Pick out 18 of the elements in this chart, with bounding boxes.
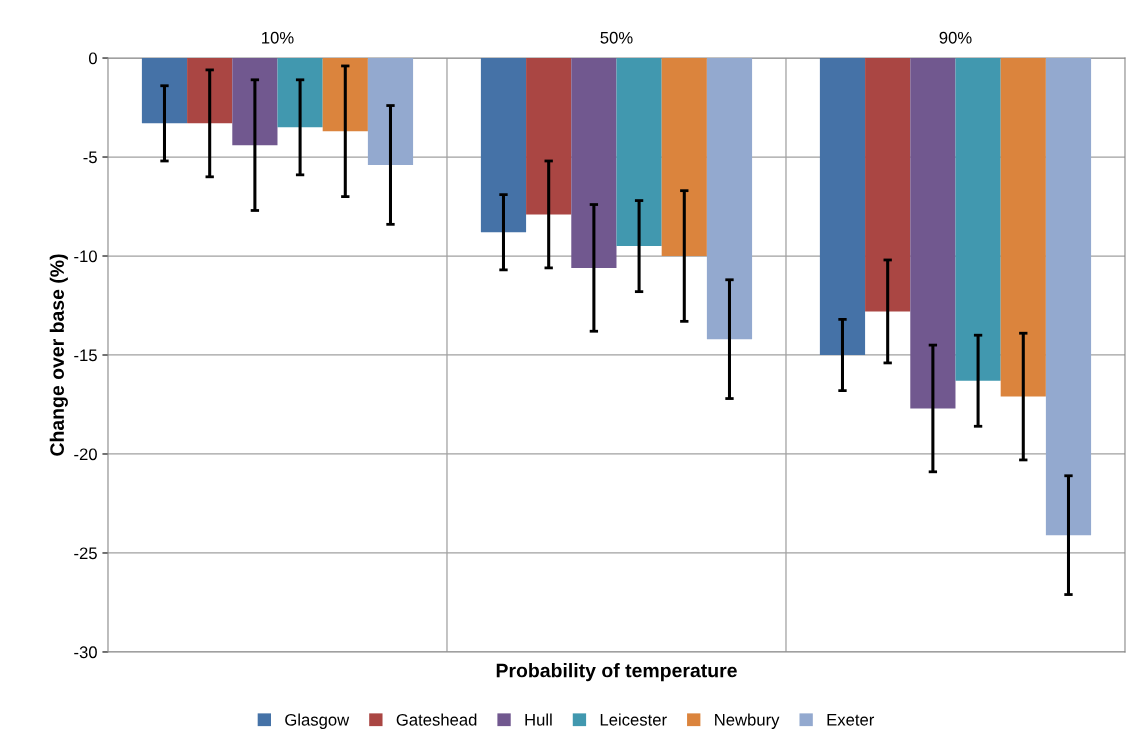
y-tick-label: -5 <box>83 151 97 164</box>
y-tick-label: -30 <box>74 646 97 659</box>
y-tick-label: -10 <box>74 250 97 263</box>
y-tick-label: 0 <box>88 52 97 65</box>
y-tick-label: -15 <box>74 349 97 362</box>
x-tick-label: 50% <box>600 31 633 44</box>
legend-label: Leicester <box>600 713 667 726</box>
x-axis-title: Probability of temperature <box>496 663 737 682</box>
y-axis-title: Change over base (%) <box>49 254 68 456</box>
legend-label: Newbury <box>715 713 780 729</box>
y-tick-label: -25 <box>74 547 97 560</box>
x-tick-label: 10% <box>262 31 294 44</box>
legend-label: Gateshead <box>396 713 477 726</box>
y-tick-label: -20 <box>74 448 97 461</box>
legend-label: Hull <box>525 713 552 726</box>
x-tick-label: 90% <box>939 31 972 44</box>
legend-label: Exeter <box>827 714 875 726</box>
legend-label: Glasgow <box>285 713 350 729</box>
